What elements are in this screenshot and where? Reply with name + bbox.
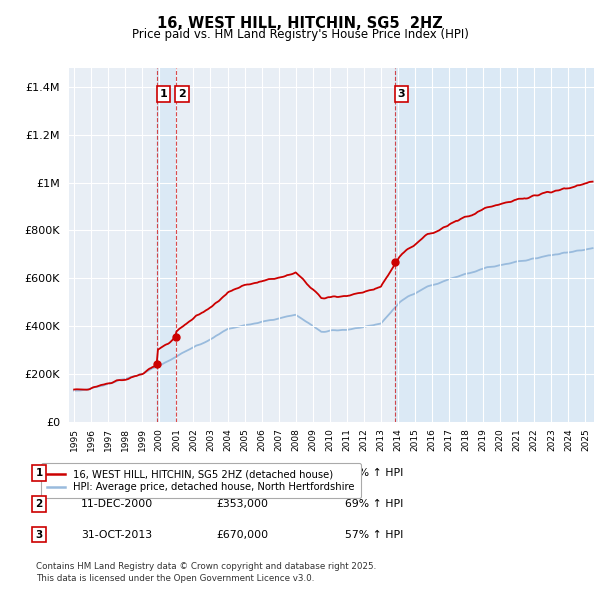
- Text: 31-OCT-2013: 31-OCT-2013: [81, 530, 152, 539]
- Text: 33% ↑ HPI: 33% ↑ HPI: [345, 468, 403, 478]
- Text: £353,000: £353,000: [216, 499, 268, 509]
- Text: 1: 1: [160, 89, 167, 99]
- Text: 16, WEST HILL, HITCHIN, SG5  2HZ: 16, WEST HILL, HITCHIN, SG5 2HZ: [157, 16, 443, 31]
- Text: 69% ↑ HPI: 69% ↑ HPI: [345, 499, 403, 509]
- Legend: 16, WEST HILL, HITCHIN, SG5 2HZ (detached house), HPI: Average price, detached h: 16, WEST HILL, HITCHIN, SG5 2HZ (detache…: [41, 463, 361, 499]
- Text: 11-DEC-2000: 11-DEC-2000: [81, 499, 153, 509]
- Text: £240,000: £240,000: [216, 468, 268, 478]
- Text: 1: 1: [35, 468, 43, 478]
- Text: £670,000: £670,000: [216, 530, 268, 539]
- Bar: [157, 68, 176, 422]
- Text: 57% ↑ HPI: 57% ↑ HPI: [345, 530, 403, 539]
- Text: Contains HM Land Registry data © Crown copyright and database right 2025.
This d: Contains HM Land Registry data © Crown c…: [36, 562, 376, 583]
- Text: 3: 3: [398, 89, 405, 99]
- Text: 3: 3: [35, 530, 43, 539]
- Text: 2: 2: [178, 89, 186, 99]
- Text: 17-NOV-1999: 17-NOV-1999: [81, 468, 154, 478]
- Bar: [395, 68, 594, 422]
- Text: 2: 2: [35, 499, 43, 509]
- Text: Price paid vs. HM Land Registry's House Price Index (HPI): Price paid vs. HM Land Registry's House …: [131, 28, 469, 41]
